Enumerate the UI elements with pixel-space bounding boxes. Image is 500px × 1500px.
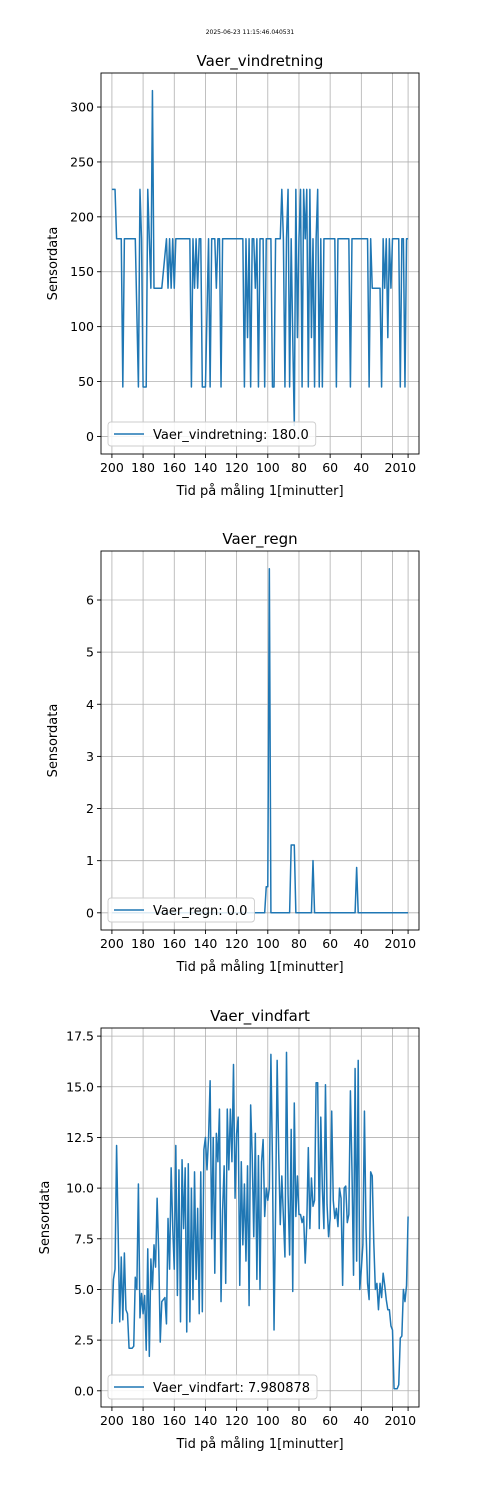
legend-box (107, 897, 255, 923)
series-line (111, 1051, 409, 1390)
x-tick-label: 10 (400, 460, 416, 475)
chart-title: Vaer_vindfart (210, 1007, 310, 1026)
y-tick-label: 0 (86, 905, 94, 920)
legend-box (107, 421, 317, 447)
x-tick-label: 10 (400, 1413, 416, 1428)
x-tick-label: 160 (162, 460, 186, 475)
x-tick-label: 140 (194, 1413, 218, 1428)
x-tick-label: 160 (162, 936, 186, 951)
x-axis-label: Tid på måling 1[minutter] (175, 1437, 343, 1452)
x-tick-label: 120 (225, 460, 249, 475)
y-tick-label: 50 (78, 374, 94, 389)
legend-box (107, 1374, 318, 1400)
y-tick-label: 100 (70, 319, 94, 334)
y-tick-label: 2 (86, 801, 94, 816)
x-tick-label: 40 (353, 460, 369, 475)
x-tick-label: 160 (162, 1413, 186, 1428)
x-tick-label: 180 (131, 936, 155, 951)
x-tick-label: 120 (225, 936, 249, 951)
x-axis-label: Tid på måling 1[minutter] (175, 960, 343, 975)
x-tick-label: 20 (385, 460, 401, 475)
series-line (111, 89, 409, 427)
x-tick-label: 120 (225, 1413, 249, 1428)
chart-panel: 200 180 160 140 120 100 80 60 40 20 10050100150200… (46, 52, 420, 499)
axes-frame (100, 72, 420, 455)
x-tick-label: 80 (291, 460, 307, 475)
chart-panel: 200 180 160 140 120 100 80 60 40 20 100123456Vaer_… (46, 530, 420, 975)
y-tick-label: 6 (86, 593, 94, 608)
x-tick-label: 200 (100, 1413, 124, 1428)
x-tick-label: 180 (131, 1413, 155, 1428)
y-tick-label: 0.0 (74, 1383, 94, 1398)
y-tick-label: 10.0 (66, 1181, 94, 1196)
y-tick-label: 0 (86, 429, 94, 444)
y-tick-label: 300 (70, 100, 94, 115)
chart-panel: 200 180 160 140 120 100 80 60 40 20 10 0.0 2.5 5.0 7.5… (38, 1007, 420, 1452)
y-tick-label: 250 (70, 154, 94, 169)
x-axis-label: Tid på måling 1[minutter] (175, 484, 343, 499)
x-tick-label: 140 (194, 460, 218, 475)
axes-frame (100, 1027, 420, 1408)
x-tick-label: 200 (100, 936, 124, 951)
y-tick-label: 15.0 (66, 1079, 94, 1094)
y-axis-label: Sensordata (46, 704, 61, 778)
y-tick-label: 12.5 (66, 1130, 94, 1145)
x-tick-label: 140 (194, 936, 218, 951)
x-tick-label: 20 (385, 1413, 401, 1428)
legend-label: Vaer_vindfart: 7.980878 (153, 1381, 310, 1396)
x-tick-label: 60 (322, 936, 338, 951)
y-tick-label: 17.5 (66, 1029, 94, 1044)
series-line (111, 567, 409, 914)
y-tick-label: 150 (70, 264, 94, 279)
x-tick-label: 60 (322, 1413, 338, 1428)
x-tick-label: 200 (100, 460, 124, 475)
x-tick-label: 100 (256, 1413, 280, 1428)
y-tick-label: 200 (70, 209, 94, 224)
x-tick-label: 40 (353, 936, 369, 951)
timestamp-label: 2025-06-23 11:15:46.040531 (206, 29, 295, 36)
x-tick-label: 20 (385, 936, 401, 951)
y-tick-label: 2.5 (74, 1333, 94, 1348)
x-tick-label: 80 (291, 936, 307, 951)
y-tick-label: 3 (86, 749, 94, 764)
y-axis-label: Sensordata (38, 1181, 53, 1255)
x-tick-label: 60 (322, 460, 338, 475)
axes-frame (100, 550, 420, 931)
y-axis-label: Sensordata (46, 227, 61, 301)
x-tick-label: 100 (256, 460, 280, 475)
chart-title: Vaer_vindretning (197, 52, 324, 71)
legend-label: Vaer_vindretning: 180.0 (153, 428, 309, 443)
y-tick-label: 4 (86, 697, 94, 712)
x-tick-label: 180 (131, 460, 155, 475)
x-tick-label: 40 (353, 1413, 369, 1428)
legend-label: Vaer_regn: 0.0 (153, 904, 247, 919)
chart-title: Vaer_regn (222, 530, 297, 549)
y-tick-label: 1 (86, 853, 94, 868)
y-tick-label: 5.0 (74, 1282, 94, 1297)
y-tick-label: 5 (86, 645, 94, 660)
y-tick-label: 7.5 (74, 1231, 94, 1246)
x-tick-label: 10 (400, 936, 416, 951)
x-tick-label: 100 (256, 936, 280, 951)
x-tick-label: 80 (291, 1413, 307, 1428)
